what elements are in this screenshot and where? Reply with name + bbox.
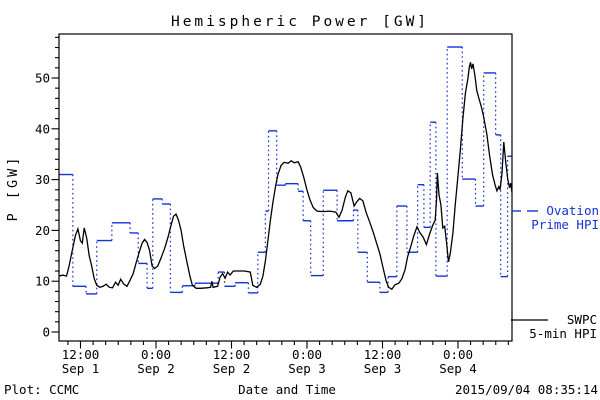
- ovation-prime-series: [59, 46, 512, 295]
- x-tick-date-label: Sep 4: [439, 361, 477, 376]
- y-tick-label: 20: [35, 223, 50, 238]
- y-tick-label: 10: [35, 274, 50, 289]
- x-tick-date-label: Sep 2: [213, 361, 251, 376]
- x-tick-date-label: Sep 2: [137, 361, 175, 376]
- x-tick-time-label: 12:00: [213, 347, 251, 362]
- x-tick-time-label: 12:00: [62, 347, 100, 362]
- x-tick-time-label: 0:00: [443, 347, 473, 362]
- legend-ovation-label-line1: Ovation: [546, 203, 599, 218]
- legend-ovation-label-line2: Prime HPI: [531, 217, 599, 232]
- y-tick-label: 50: [35, 71, 50, 86]
- x-tick-time-label: 0:00: [141, 347, 171, 362]
- y-tick-label: 30: [35, 172, 50, 187]
- legend-swpc: SWPC 5-min HPI: [511, 312, 597, 341]
- x-tick-time-label: 12:00: [364, 347, 402, 362]
- y-tick-label: 0: [42, 325, 50, 340]
- chart-title: Hemispheric Power [GW]: [171, 14, 429, 30]
- y-tick-label: 40: [35, 121, 50, 136]
- swpc-series-line: [59, 62, 512, 291]
- plot-border: [58, 33, 513, 342]
- x-tick-date-label: Sep 3: [364, 361, 402, 376]
- legend-ovation: Ovation Prime HPI: [512, 203, 599, 232]
- legend-swpc-label-line2: 5-min HPI: [529, 326, 597, 341]
- footer-plot-source: Plot: CCMC: [4, 382, 79, 397]
- x-tick-date-label: Sep 3: [288, 361, 326, 376]
- x-axis-label: Date and Time: [238, 382, 336, 397]
- y-axis-label: P [GW]: [5, 155, 21, 222]
- legend-swpc-label-line1: SWPC: [567, 312, 597, 327]
- footer-timestamp: 2015/09/04 08:35:14: [455, 382, 598, 397]
- x-tick-time-label: 0:00: [292, 347, 322, 362]
- x-tick-date-label: Sep 1: [62, 361, 100, 376]
